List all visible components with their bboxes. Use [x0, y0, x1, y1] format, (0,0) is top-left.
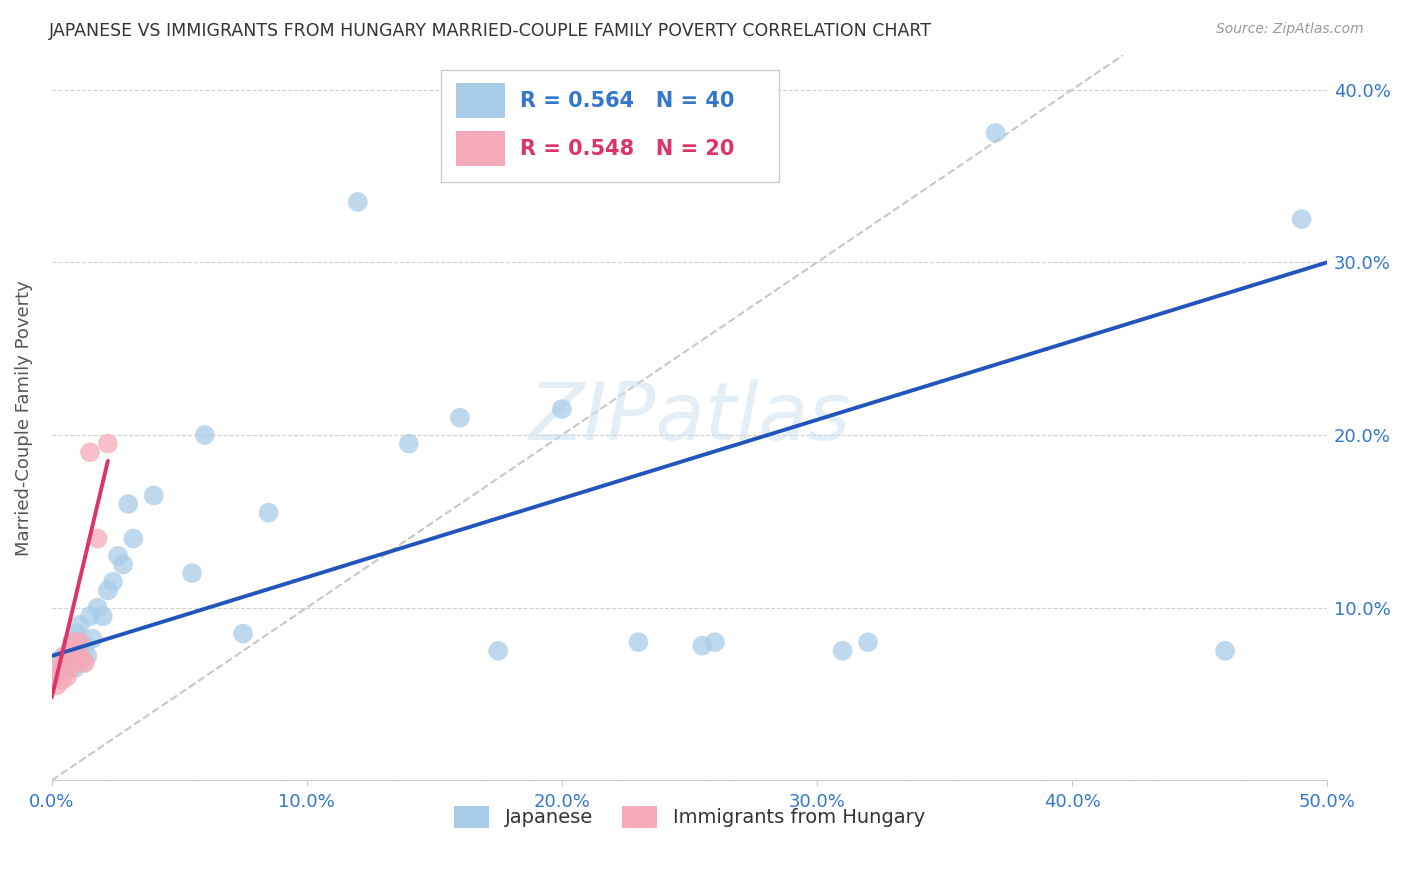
- Point: [72, 656, 94, 670]
- Point: [831, 644, 853, 658]
- FancyBboxPatch shape: [440, 70, 779, 182]
- Text: JAPANESE VS IMMIGRANTS FROM HUNGARY MARRIED-COUPLE FAMILY POVERTY CORRELATION CH: JAPANESE VS IMMIGRANTS FROM HUNGARY MARR…: [49, 22, 932, 40]
- Point: [53, 661, 76, 675]
- Point: [704, 635, 727, 649]
- Point: [86, 600, 108, 615]
- Point: [44, 670, 66, 684]
- Point: [63, 661, 86, 675]
- Point: [232, 626, 254, 640]
- Point: [97, 583, 120, 598]
- Point: [66, 644, 89, 658]
- Point: [551, 402, 574, 417]
- Point: [48, 666, 70, 681]
- Text: Source: ZipAtlas.com: Source: ZipAtlas.com: [1216, 22, 1364, 37]
- Point: [82, 632, 104, 646]
- Y-axis label: Married-Couple Family Poverty: Married-Couple Family Poverty: [15, 280, 32, 556]
- Point: [69, 635, 91, 649]
- Point: [66, 644, 89, 658]
- Point: [142, 488, 165, 502]
- Point: [59, 656, 82, 670]
- Point: [1291, 212, 1313, 227]
- Point: [194, 428, 217, 442]
- Point: [627, 635, 650, 649]
- Point: [86, 532, 108, 546]
- Point: [79, 445, 101, 459]
- Point: [117, 497, 139, 511]
- Point: [56, 648, 79, 663]
- Point: [76, 648, 98, 663]
- Point: [347, 194, 370, 209]
- Point: [1213, 644, 1236, 658]
- Text: R = 0.548   N = 20: R = 0.548 N = 20: [520, 138, 734, 159]
- Point: [690, 639, 713, 653]
- Point: [60, 635, 83, 649]
- Point: [181, 566, 204, 581]
- FancyBboxPatch shape: [456, 84, 505, 119]
- Point: [856, 635, 879, 649]
- Point: [112, 558, 135, 572]
- Point: [449, 410, 471, 425]
- Point: [122, 532, 145, 546]
- Point: [45, 678, 67, 692]
- Text: ZIPatlas: ZIPatlas: [529, 379, 851, 457]
- Point: [53, 648, 76, 663]
- Point: [398, 436, 420, 450]
- Legend: Japanese, Immigrants from Hungary: Japanese, Immigrants from Hungary: [446, 797, 932, 836]
- Point: [51, 656, 73, 670]
- Point: [56, 670, 79, 684]
- Point: [66, 626, 89, 640]
- Text: R = 0.564   N = 40: R = 0.564 N = 40: [520, 91, 734, 111]
- Point: [984, 126, 1007, 140]
- Point: [79, 609, 101, 624]
- Point: [72, 652, 94, 666]
- Point: [63, 656, 86, 670]
- Point: [107, 549, 129, 563]
- Point: [69, 618, 91, 632]
- Point: [60, 635, 83, 649]
- Point: [59, 644, 82, 658]
- Point: [59, 661, 82, 675]
- Point: [101, 574, 124, 589]
- Point: [48, 652, 70, 666]
- Point: [51, 673, 73, 688]
- Point: [73, 656, 96, 670]
- FancyBboxPatch shape: [456, 131, 505, 166]
- Point: [486, 644, 509, 658]
- Point: [97, 436, 120, 450]
- Point: [53, 661, 76, 675]
- Point: [91, 609, 114, 624]
- Point: [257, 506, 280, 520]
- Point: [56, 652, 79, 666]
- Point: [73, 639, 96, 653]
